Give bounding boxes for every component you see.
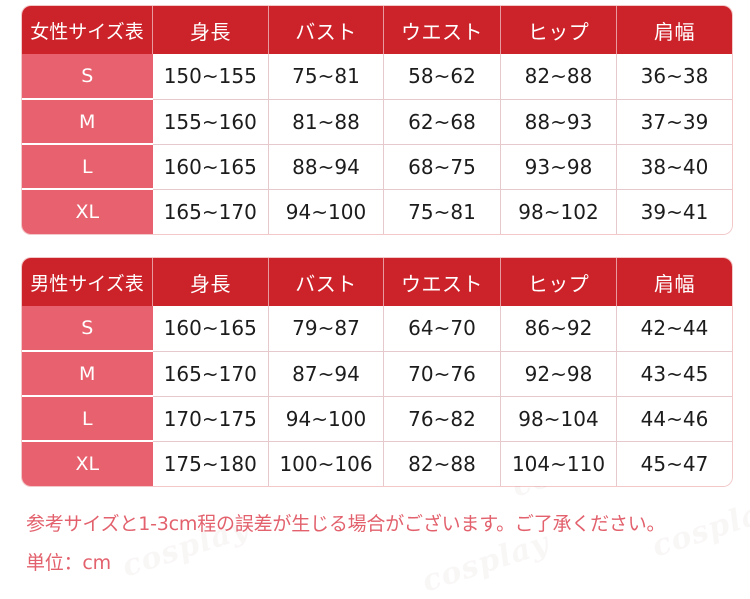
male-size-table-head: 男性サイズ表 身長 バスト ウエスト ヒップ 肩幅 bbox=[22, 258, 732, 306]
bust-cell: 100~106 bbox=[268, 440, 384, 486]
waist-cell: 58~62 bbox=[383, 54, 501, 99]
unit-note: 単位：cm bbox=[26, 552, 111, 574]
shoulder-cell: 39~41 bbox=[616, 188, 732, 234]
column-header-hip: ヒップ bbox=[500, 6, 617, 54]
height-cell: 160~165 bbox=[152, 306, 269, 351]
bust-cell: 75~81 bbox=[268, 54, 384, 99]
size-label-cell: M bbox=[22, 98, 153, 144]
column-header-title: 女性サイズ表 bbox=[22, 6, 153, 54]
column-header-bust: バスト bbox=[268, 6, 384, 54]
bust-cell: 94~100 bbox=[268, 188, 384, 234]
column-header-bust: バスト bbox=[268, 258, 384, 306]
male-size-table: 男性サイズ表 身長 バスト ウエスト ヒップ 肩幅 S 160~165 79~8… bbox=[22, 258, 732, 486]
waist-cell: 76~82 bbox=[383, 395, 501, 441]
male-size-table-body: S 160~165 79~87 64~70 86~92 42~44 M 165~… bbox=[22, 306, 732, 486]
female-size-table: 女性サイズ表 身長 バスト ウエスト ヒップ 肩幅 S 150~155 75~8… bbox=[22, 6, 732, 234]
shoulder-cell: 38~40 bbox=[616, 143, 732, 189]
column-header-title: 男性サイズ表 bbox=[22, 258, 153, 306]
hip-cell: 86~92 bbox=[500, 306, 617, 351]
shoulder-cell: 37~39 bbox=[616, 98, 732, 144]
waist-cell: 64~70 bbox=[383, 306, 501, 351]
column-header-height: 身長 bbox=[152, 258, 269, 306]
bust-cell: 94~100 bbox=[268, 395, 384, 441]
hip-cell: 104~110 bbox=[500, 440, 617, 486]
table-row: L 170~175 94~100 76~82 98~104 44~46 bbox=[22, 395, 732, 441]
table-row: S 150~155 75~81 58~62 82~88 36~38 bbox=[22, 54, 732, 99]
shoulder-cell: 44~46 bbox=[616, 395, 732, 441]
column-header-waist: ウエスト bbox=[383, 6, 501, 54]
waist-cell: 62~68 bbox=[383, 98, 501, 144]
hip-cell: 98~102 bbox=[500, 188, 617, 234]
hip-cell: 98~104 bbox=[500, 395, 617, 441]
height-cell: 165~170 bbox=[152, 350, 269, 396]
size-label-cell: XL bbox=[22, 188, 153, 234]
bust-cell: 79~87 bbox=[268, 306, 384, 351]
size-label-cell: M bbox=[22, 350, 153, 396]
hip-cell: 88~93 bbox=[500, 98, 617, 144]
waist-cell: 82~88 bbox=[383, 440, 501, 486]
table-row: M 155~160 81~88 62~68 88~93 37~39 bbox=[22, 98, 732, 144]
waist-cell: 75~81 bbox=[383, 188, 501, 234]
column-header-hip: ヒップ bbox=[500, 258, 617, 306]
column-header-height: 身長 bbox=[152, 6, 269, 54]
bust-cell: 88~94 bbox=[268, 143, 384, 189]
size-label-cell: S bbox=[22, 54, 153, 99]
height-cell: 155~160 bbox=[152, 98, 269, 144]
hip-cell: 93~98 bbox=[500, 143, 617, 189]
table-row: M 165~170 87~94 70~76 92~98 43~45 bbox=[22, 350, 732, 396]
bust-cell: 81~88 bbox=[268, 98, 384, 144]
waist-cell: 68~75 bbox=[383, 143, 501, 189]
hip-cell: 82~88 bbox=[500, 54, 617, 99]
shoulder-cell: 45~47 bbox=[616, 440, 732, 486]
table-row: XL 165~170 94~100 75~81 98~102 39~41 bbox=[22, 188, 732, 234]
female-size-table-head: 女性サイズ表 身長 バスト ウエスト ヒップ 肩幅 bbox=[22, 6, 732, 54]
shoulder-cell: 42~44 bbox=[616, 306, 732, 351]
column-header-shoulder: 肩幅 bbox=[616, 258, 732, 306]
female-size-table-body: S 150~155 75~81 58~62 82~88 36~38 M 155~… bbox=[22, 54, 732, 234]
waist-cell: 70~76 bbox=[383, 350, 501, 396]
tolerance-note: 参考サイズと1-3cm程の誤差が生じる場合がございます。ご了承ください。 bbox=[26, 513, 666, 535]
hip-cell: 92~98 bbox=[500, 350, 617, 396]
bust-cell: 87~94 bbox=[268, 350, 384, 396]
height-cell: 170~175 bbox=[152, 395, 269, 441]
height-cell: 175~180 bbox=[152, 440, 269, 486]
height-cell: 165~170 bbox=[152, 188, 269, 234]
size-label-cell: XL bbox=[22, 440, 153, 486]
table-header-row: 男性サイズ表 身長 バスト ウエスト ヒップ 肩幅 bbox=[22, 258, 732, 306]
size-label-cell: L bbox=[22, 395, 153, 441]
size-label-cell: L bbox=[22, 143, 153, 189]
table-row: L 160~165 88~94 68~75 93~98 38~40 bbox=[22, 143, 732, 189]
size-label-cell: S bbox=[22, 306, 153, 351]
column-header-shoulder: 肩幅 bbox=[616, 6, 732, 54]
shoulder-cell: 36~38 bbox=[616, 54, 732, 99]
height-cell: 160~165 bbox=[152, 143, 269, 189]
watermark-mark: cosplay bbox=[417, 525, 554, 599]
table-row: XL 175~180 100~106 82~88 104~110 45~47 bbox=[22, 440, 732, 486]
height-cell: 150~155 bbox=[152, 54, 269, 99]
column-header-waist: ウエスト bbox=[383, 258, 501, 306]
shoulder-cell: 43~45 bbox=[616, 350, 732, 396]
table-row: S 160~165 79~87 64~70 86~92 42~44 bbox=[22, 306, 732, 351]
table-header-row: 女性サイズ表 身長 バスト ウエスト ヒップ 肩幅 bbox=[22, 6, 732, 54]
